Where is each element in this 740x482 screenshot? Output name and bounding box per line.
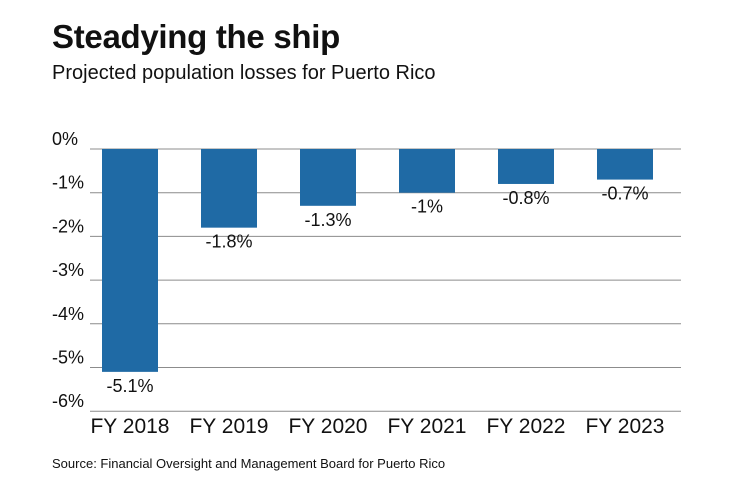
bar [399,149,455,193]
y-tick-label: 0% [52,129,78,149]
y-tick-label: -3% [52,260,84,280]
y-axis-tick-labels: 0% -1% -2% -3% -4% -5% -6% [52,129,84,411]
x-axis-tick-labels: FY 2018 FY 2019 FY 2020 FY 2021 FY 2022 FY 20… [90,415,664,438]
y-tick-label: -6% [52,391,84,411]
x-tick-label: FY 2021 [387,415,466,438]
x-tick-label: FY 2019 [189,415,268,438]
chart-title: Steadying the ship [52,18,340,55]
data-label: -1% [411,197,443,217]
x-tick-label: FY 2023 [585,415,664,438]
data-label: -1.8% [205,232,252,252]
y-tick-label: -1% [52,173,84,193]
data-label: -0.8% [502,188,549,208]
y-tick-label: -4% [52,304,84,324]
x-tick-label: FY 2022 [486,415,565,438]
bars [102,149,653,372]
source-note: Source: Financial Oversight and Manageme… [52,456,446,471]
data-label: -1.3% [304,210,351,230]
chart-subtitle: Projected population losses for Puerto R… [52,62,436,84]
data-labels: -5.1% -1.8% -1.3% -1% -0.8% -0.7% [106,184,648,396]
x-tick-label: FY 2018 [90,415,169,438]
bar [102,149,158,372]
data-label: -0.7% [601,184,648,204]
gridlines [90,148,681,412]
y-tick-label: -2% [52,216,84,236]
bar [201,149,257,228]
bar [597,149,653,180]
y-tick-label: -5% [52,348,84,368]
data-label: -5.1% [106,376,153,396]
x-tick-label: FY 2020 [288,415,367,438]
bar [300,149,356,206]
bar [498,149,554,184]
